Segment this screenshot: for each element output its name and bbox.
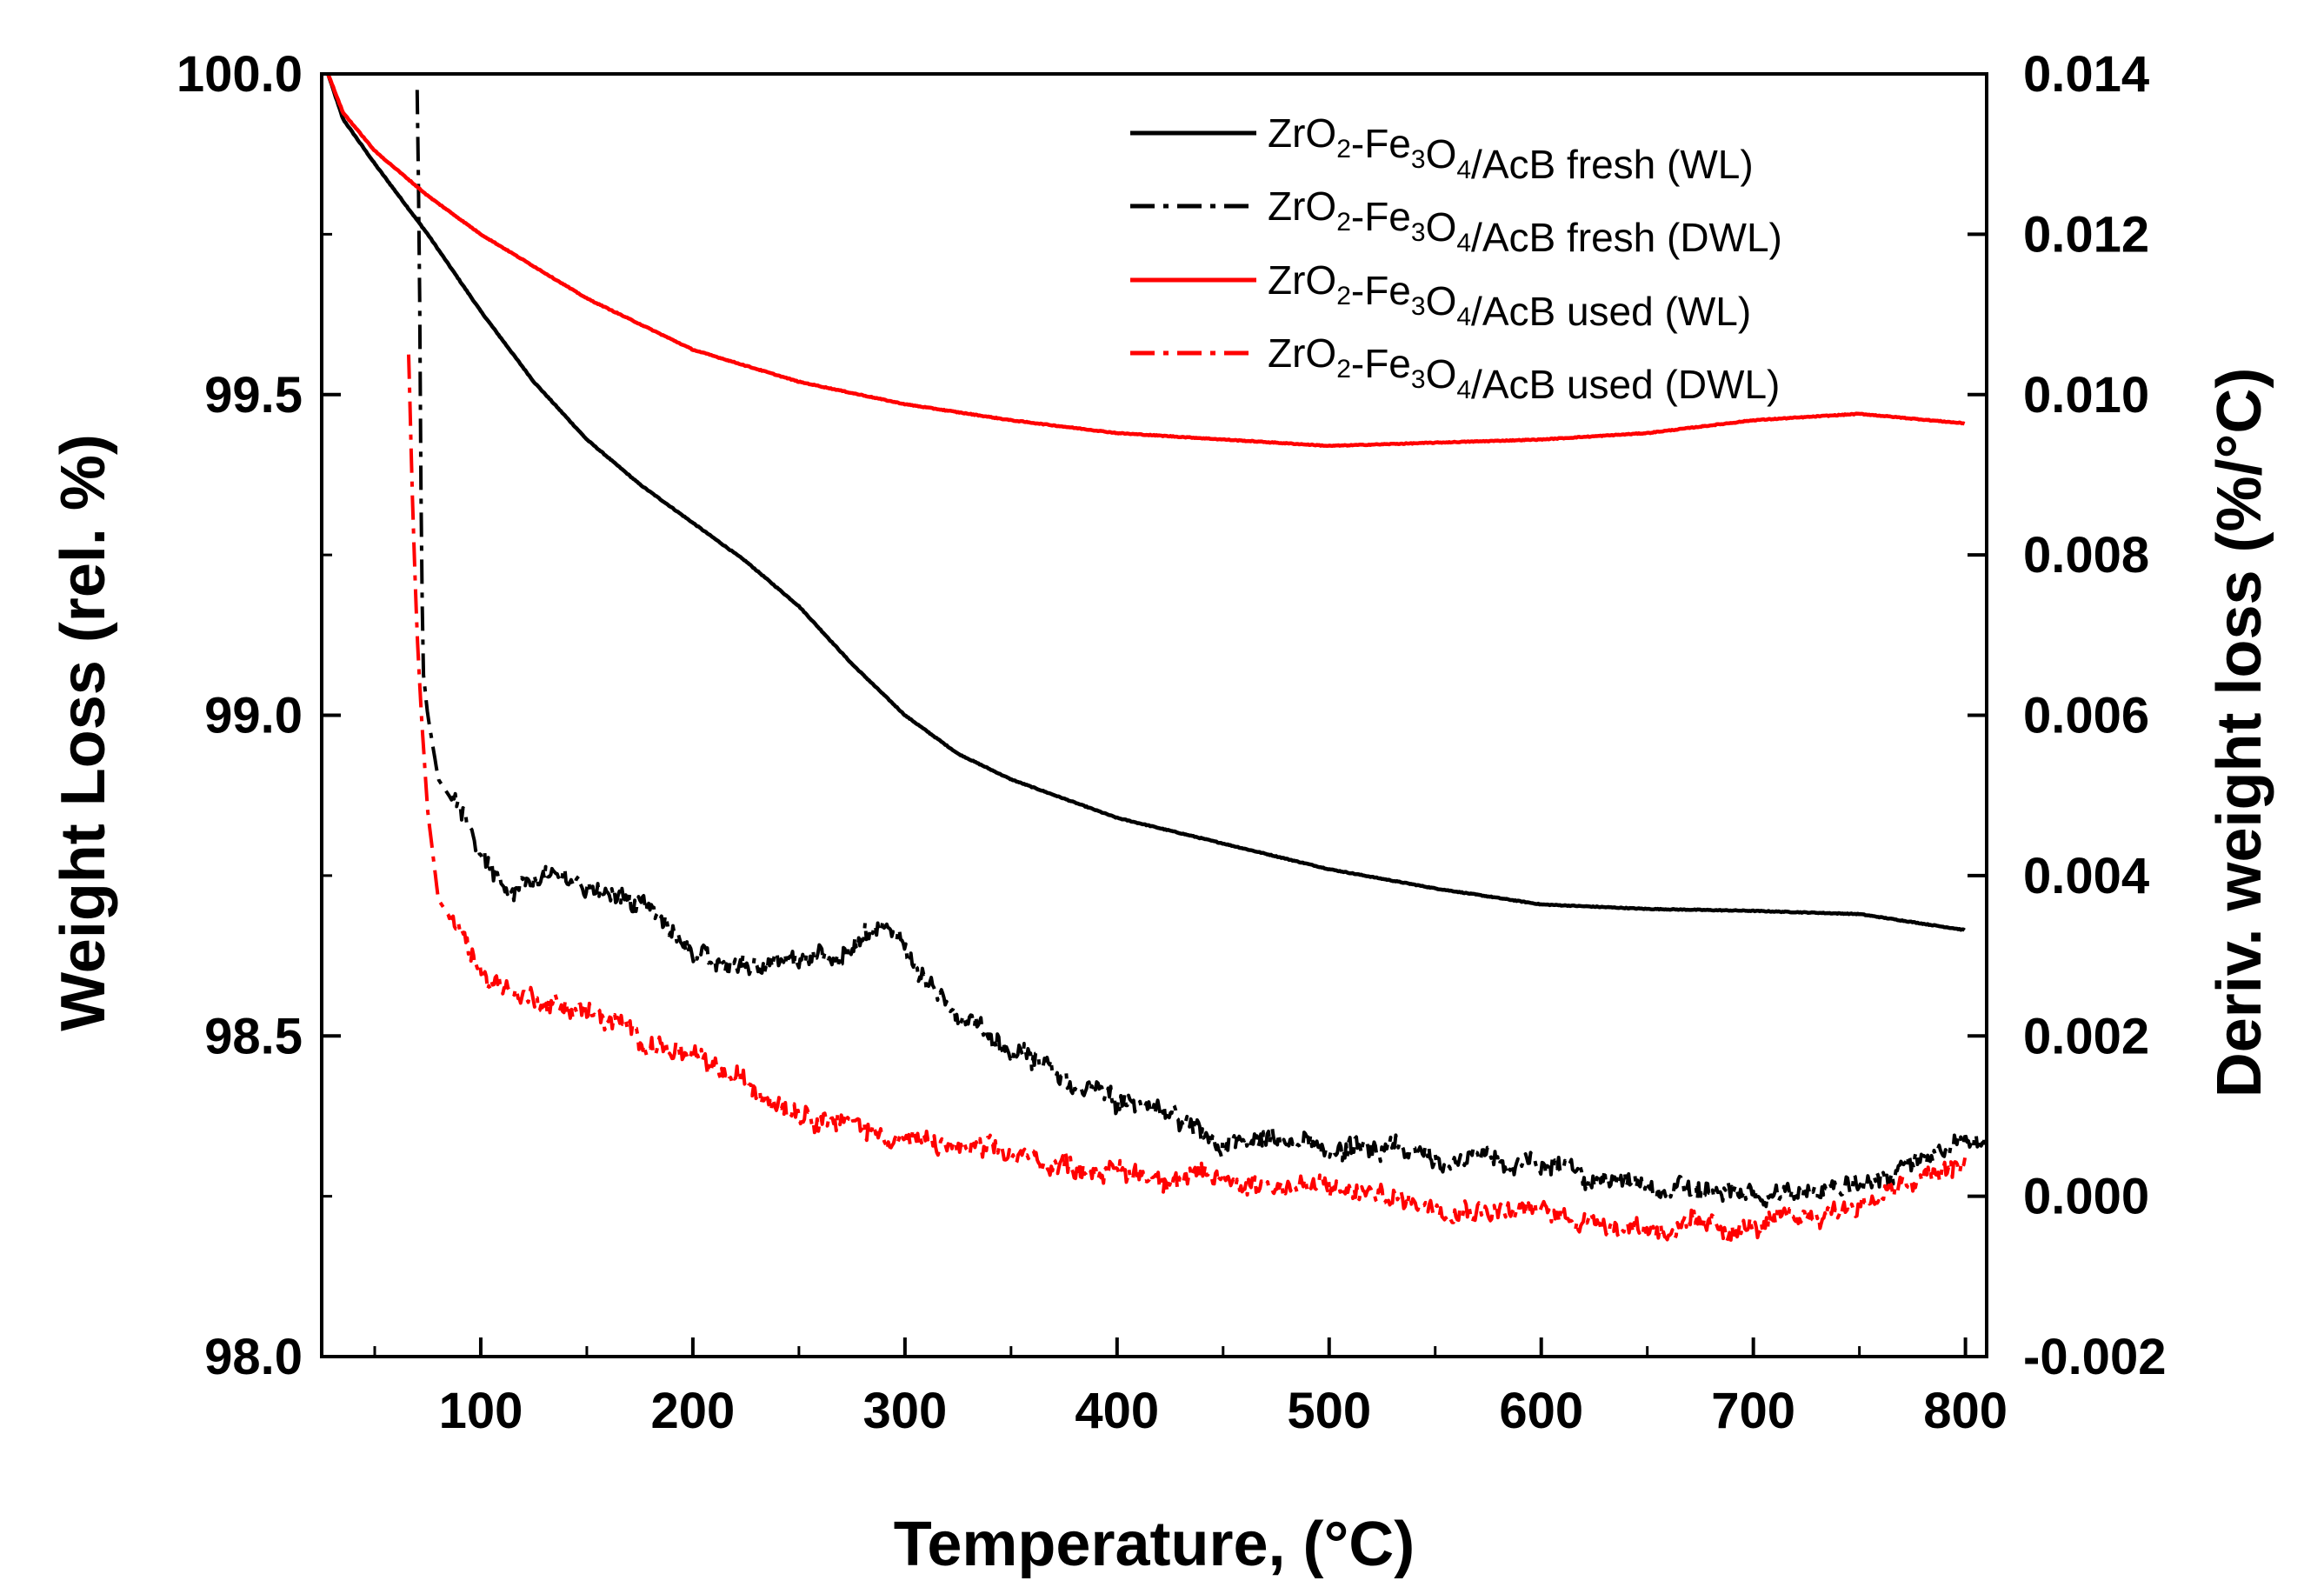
x-tick-label: 400 xyxy=(1075,1383,1159,1439)
y2-tick-label: 0.000 xyxy=(2023,1169,2149,1225)
legend-label: ZrO2-Fe3O4/AcB used (DWL) xyxy=(1268,330,1780,407)
x-tick-label: 100 xyxy=(439,1383,523,1439)
y-axis-ticks: 98.0 98.5 99.0 99.5 100.0 xyxy=(176,46,341,1385)
y-tick-label: 99.0 xyxy=(204,688,303,744)
series-line xyxy=(407,354,1968,1243)
y2-tick-label: 0.010 xyxy=(2023,367,2149,424)
legend-label: ZrO2-Fe3O4/AcB fresh (DWL) xyxy=(1268,183,1782,260)
x-tick-label: 600 xyxy=(1499,1383,1583,1439)
x-axis-title: Temperature, (°C) xyxy=(894,1510,1415,1579)
plot-lines xyxy=(326,73,1988,1243)
y2-tick-label: 0.002 xyxy=(2023,1008,2149,1064)
y2-tick-label: 0.006 xyxy=(2023,688,2149,744)
plot-frame xyxy=(320,72,1988,1358)
legend-label: ZrO2-Fe3O4/AcB used (WL) xyxy=(1268,257,1751,334)
x-tick-label: 800 xyxy=(1923,1383,2008,1439)
series-line xyxy=(415,90,1988,1209)
y2-tick-label: 0.004 xyxy=(2023,848,2149,904)
y2-axis-ticks: -0.002 0.000 0.002 0.004 0.006 0.008 0.010 0.01… xyxy=(1968,46,2166,1385)
y2-tick-label: 0.008 xyxy=(2023,527,2149,584)
y-tick-label: 99.5 xyxy=(204,367,303,424)
legend: ZrO2-Fe3O4/AcB fresh (WL)ZrO2-Fe3O4/AcB … xyxy=(1130,110,1782,407)
y2-tick-label: 0.012 xyxy=(2023,206,2149,263)
y-tick-label: 98.0 xyxy=(204,1329,303,1385)
y-tick-label: 100.0 xyxy=(176,46,303,103)
y2-tick-label: 0.014 xyxy=(2023,46,2149,103)
y-tick-label: 98.5 xyxy=(204,1008,303,1064)
y-axis-title: Weight Loss (rel. %) xyxy=(49,434,118,1031)
x-tick-label: 200 xyxy=(651,1383,736,1439)
y2-axis-title: Deriv. weight loss (%/°C) xyxy=(2205,368,2274,1098)
y2-tick-label: -0.002 xyxy=(2023,1329,2166,1385)
x-tick-label: 700 xyxy=(1711,1383,1795,1439)
x-tick-label: 300 xyxy=(862,1383,947,1439)
series-line xyxy=(326,73,1966,932)
x-tick-label: 500 xyxy=(1287,1383,1371,1439)
legend-label: ZrO2-Fe3O4/AcB fresh (WL) xyxy=(1268,110,1754,187)
series-line xyxy=(326,73,1966,449)
x-axis-ticks: 100 200 300 400 500 600 700 800 xyxy=(373,1337,2008,1439)
